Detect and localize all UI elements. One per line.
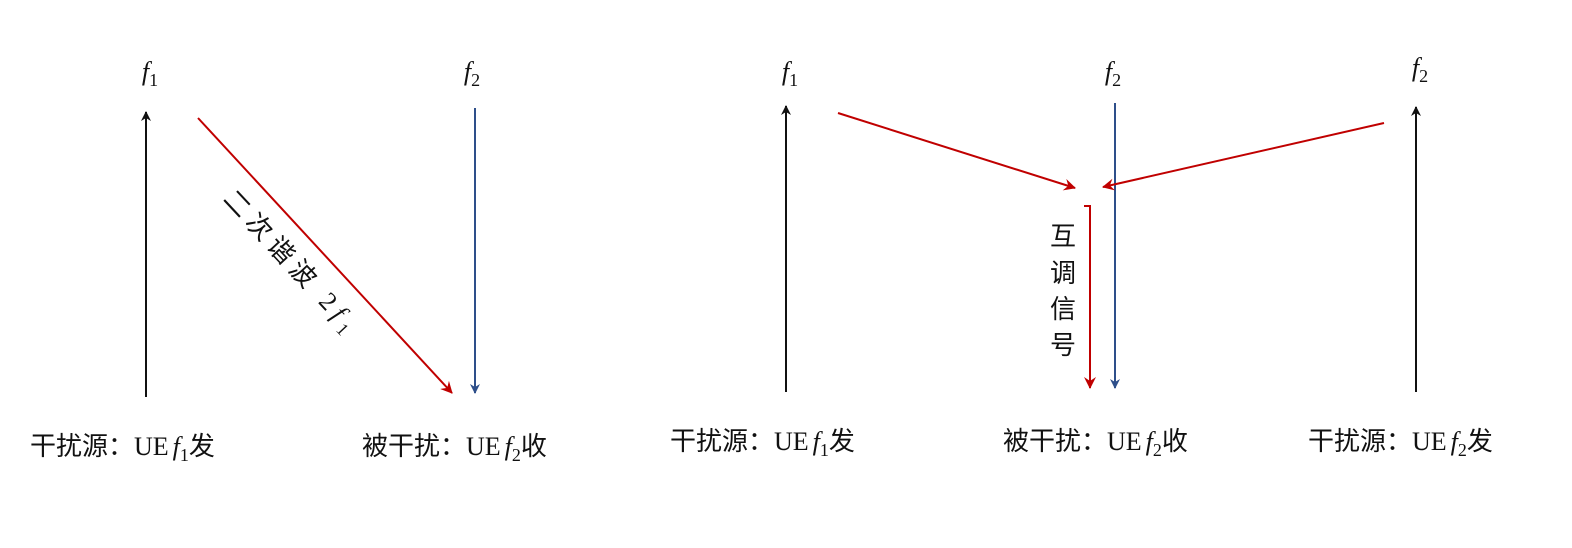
endpoint-label: 干扰源：UE f1发: [670, 427, 855, 460]
label-suffix: 收: [521, 432, 547, 461]
arrow-label-char: 号: [1050, 331, 1076, 360]
variable: f: [1451, 427, 1462, 456]
variable: f: [173, 432, 184, 461]
frequency-label: f1: [782, 57, 798, 90]
label-prefix: 干扰源：UE: [1308, 427, 1447, 456]
label-prefix: 被干扰：UE: [362, 432, 501, 461]
arrow-label: 二次谐波2f1: [215, 184, 367, 343]
label-suffix: 发: [189, 432, 215, 461]
arrow: [837, 112, 1076, 191]
endpoint-label: 被干扰：UE f2收: [1003, 427, 1188, 460]
arrow-label-char: 信: [1050, 295, 1076, 324]
variable: f: [1412, 53, 1423, 82]
frequency-label: f2: [1412, 53, 1428, 86]
label-text: 二次谐波: [218, 184, 327, 297]
variable: f: [1105, 57, 1116, 86]
label-prefix: 干扰源：UE: [30, 432, 169, 461]
variable: f: [142, 57, 153, 86]
label-prefix: 被干扰：UE: [1003, 427, 1142, 456]
label-suffix: 发: [1467, 427, 1493, 456]
subscript: 2: [1112, 70, 1121, 90]
subscript: 2: [1458, 440, 1467, 460]
arrow-label-char: 互: [1050, 222, 1076, 251]
subscript: 2: [1419, 66, 1428, 86]
arrow-label-char: 调: [1050, 259, 1076, 288]
arrow: [197, 117, 453, 394]
label-suffix: 发: [829, 427, 855, 456]
subscript: 1: [820, 440, 829, 460]
arrow: [1102, 122, 1385, 191]
arrows: [141, 103, 1421, 397]
variable: f: [505, 432, 516, 461]
frequency-label: f2: [464, 57, 480, 90]
subscript: 1: [149, 70, 158, 90]
subscript: 2: [471, 70, 480, 90]
frequency-label: f2: [1105, 57, 1121, 90]
label-suffix: 收: [1162, 427, 1188, 456]
subscript: 2: [1153, 440, 1162, 460]
endpoint-label: 干扰源：UE f1发: [30, 432, 215, 465]
variable: f: [813, 427, 824, 456]
subscript: 1: [180, 445, 189, 465]
label-prefix: 干扰源：UE: [670, 427, 809, 456]
endpoint-label: 干扰源：UE f2发: [1308, 427, 1493, 460]
subscript: 1: [789, 70, 798, 90]
variable: f: [464, 57, 475, 86]
variable: f: [1146, 427, 1157, 456]
endpoint-label: 被干扰：UE f2收: [362, 432, 547, 465]
frequency-label: f1: [142, 57, 158, 90]
arrow: [1084, 205, 1096, 389]
subscript: 2: [512, 445, 521, 465]
variable: f: [782, 57, 793, 86]
